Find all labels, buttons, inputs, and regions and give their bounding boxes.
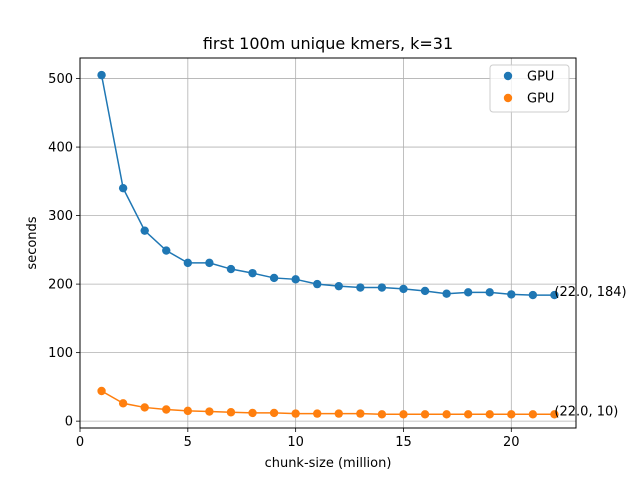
y-tick-label: 300 [48,209,73,224]
data-point [313,279,322,289]
data-point [334,281,343,291]
data-point [485,288,494,297]
data-point [420,410,430,419]
data-point [291,409,300,418]
data-point [183,258,193,268]
data-point [356,409,365,418]
data-point [248,408,257,418]
data-point [118,399,128,408]
data-point [162,405,171,414]
x-tick-label: 15 [395,435,412,450]
data-point [205,258,214,268]
legend-marker [503,71,513,81]
legend-label: GPU [527,92,554,107]
data-point [463,410,473,419]
data-point [528,290,538,300]
y-tick-label: 200 [48,278,73,293]
data-point [442,289,451,298]
data-point [226,264,236,274]
data-point [97,70,106,80]
data-point [507,410,516,419]
x-tick-label: 20 [503,435,520,450]
legend: GPU GPU [489,64,570,113]
data-point [313,409,322,418]
data-point [334,409,343,418]
data-point [550,290,559,300]
data-point [550,410,559,419]
y-tick-label: 100 [48,346,73,361]
legend-marker [503,93,513,103]
x-tick-label: 5 [184,435,192,450]
data-point [377,410,387,419]
data-point [485,410,494,419]
y-tick-label: 400 [48,141,73,156]
data-point [248,268,257,278]
y-tick-label: 0 [65,415,73,430]
x-axis-label: chunk-size (million) [265,456,392,471]
data-point [269,273,279,283]
data-point [463,288,473,297]
data-point [162,246,171,255]
point-annotation: (22.0, 184) [554,285,626,300]
chart-title: first 100m unique kmers, k=31 [203,34,453,53]
data-point [226,408,236,417]
data-point [399,410,408,419]
data-point [269,408,279,418]
data-point [442,410,451,419]
data-point [356,283,365,292]
y-tick-label: 500 [48,72,73,87]
data-point [399,284,408,294]
data-point [420,286,430,296]
legend-label: GPU [527,70,554,85]
point-annotation: (22.0, 10) [554,404,618,419]
data-point [528,410,538,419]
x-tick-label: 0 [76,435,84,450]
series-line [100,74,555,296]
plot-frame [79,57,577,429]
data-point [118,183,128,193]
data-point [140,403,149,412]
data-point [291,275,300,284]
x-tick-label: 10 [287,435,304,450]
series-layer [97,70,559,419]
series-1 [97,70,559,300]
data-point [205,407,214,416]
annotations: (22.0, 184) (22.0, 10) [554,285,626,419]
data-point [140,226,149,235]
series-line [101,390,555,416]
data-point [97,386,106,396]
data-point [183,406,193,416]
data-point [377,283,387,292]
series-2 [97,386,559,419]
data-point [507,290,516,299]
y-axis-label: seconds [25,216,40,269]
